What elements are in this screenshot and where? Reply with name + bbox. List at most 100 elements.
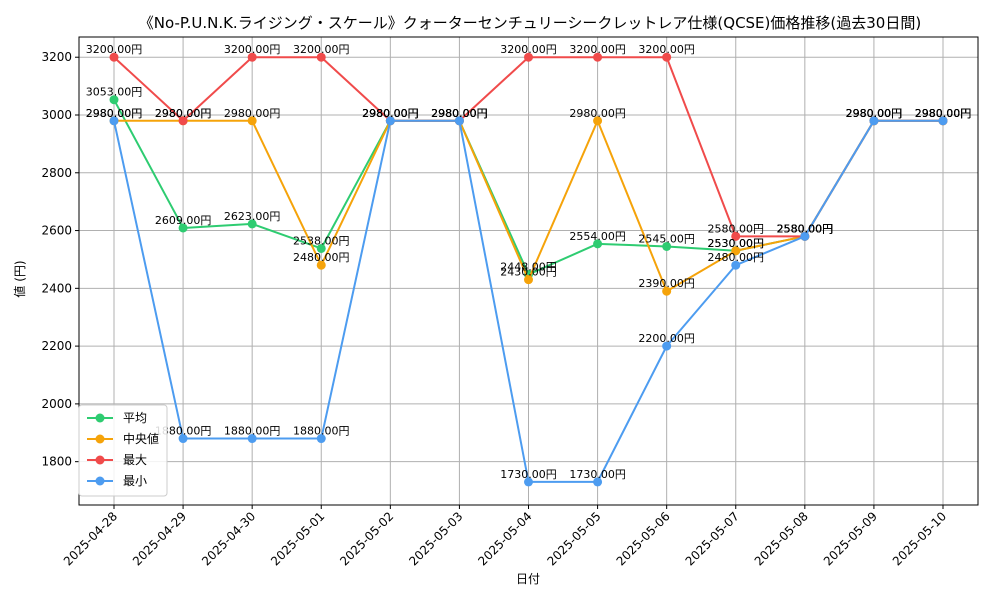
- data-label: 2623.00円: [224, 210, 281, 223]
- data-label: 2980.00円: [915, 107, 972, 120]
- x-tick-label: 2025-05-10: [890, 509, 949, 568]
- data-labels: 3053.00円 2609.00円 2623.00円 2538.00円 2980.00円…: [86, 43, 972, 481]
- x-tick-label: 2025-05-07: [683, 509, 742, 568]
- data-label: 2980.00円: [915, 107, 972, 120]
- data-label: 1730.00円: [500, 468, 557, 481]
- data-point: [593, 477, 603, 487]
- y-tick-label: 2800: [41, 166, 72, 180]
- data-label: 2609.00円: [155, 214, 212, 227]
- data-label: 2430.00円: [500, 266, 557, 279]
- y-tick-label: 2600: [41, 224, 72, 238]
- y-tick-label: 3200: [41, 50, 72, 64]
- data-label: 2554.00円: [569, 230, 626, 243]
- legend-item: 中央値: [87, 431, 159, 446]
- data-point: [178, 116, 188, 126]
- data-label: 2980.00円: [915, 107, 972, 120]
- data-label: 2448.00円: [500, 260, 557, 273]
- data-label: 2980.00円: [846, 107, 903, 120]
- data-label: 2980.00円: [362, 107, 419, 120]
- y-axis-label: 値 (円): [12, 260, 27, 297]
- data-label: 2980.00円: [362, 107, 419, 120]
- data-point: [800, 231, 810, 241]
- data-point: [731, 260, 741, 270]
- legend-label: 最大: [123, 453, 147, 467]
- x-axis-label: 日付: [516, 572, 540, 586]
- data-label: 2980.00円: [86, 107, 143, 120]
- data-point: [316, 52, 326, 62]
- legend-item: 最大: [87, 453, 147, 467]
- data-label: 2538.00円: [293, 234, 350, 247]
- legend-swatch-marker: [95, 434, 105, 444]
- data-label: 2980.00円: [569, 107, 626, 120]
- legend-item: 最小: [87, 474, 147, 488]
- data-point: [178, 434, 188, 444]
- data-label: 3200.00円: [224, 43, 281, 56]
- data-label: 2980.00円: [846, 107, 903, 120]
- data-label: 2390.00円: [638, 277, 695, 290]
- data-label: 2580.00円: [777, 222, 834, 235]
- data-point: [178, 223, 188, 233]
- data-label: 2545.00円: [638, 232, 695, 245]
- data-point: [731, 246, 741, 256]
- data-point: [662, 52, 672, 62]
- data-point: [109, 116, 119, 126]
- x-tick-label: 2025-05-08: [752, 509, 811, 568]
- data-label: 1730.00円: [569, 468, 626, 481]
- data-point: [524, 275, 533, 285]
- data-label: 2980.00円: [155, 107, 212, 120]
- data-point: [938, 116, 948, 126]
- x-tick-label: 2025-05-09: [821, 509, 880, 568]
- data-point: [524, 52, 533, 62]
- x-tick-label: 2025-05-06: [614, 509, 673, 568]
- data-label: 2980.00円: [431, 107, 488, 120]
- data-point: [593, 52, 603, 62]
- y-tick-label: 2000: [41, 397, 72, 411]
- y-tick-label: 2200: [41, 339, 72, 353]
- series-最小: [109, 116, 948, 487]
- data-point: [593, 239, 603, 249]
- data-point: [247, 116, 257, 126]
- data-point: [109, 52, 119, 62]
- legend-label: 平均: [123, 411, 147, 425]
- series-layer: [109, 52, 948, 487]
- x-tick-label: 2025-05-05: [544, 509, 603, 568]
- data-label: 3200.00円: [500, 43, 557, 56]
- data-label: 2980.00円: [846, 107, 903, 120]
- data-label: 2580.00円: [777, 222, 834, 235]
- x-tick-label: 2025-05-02: [337, 509, 396, 568]
- data-point: [593, 116, 603, 126]
- data-point: [316, 434, 326, 444]
- legend-label: 中央値: [123, 431, 159, 446]
- x-tick-label: 2025-05-01: [268, 509, 327, 568]
- data-label: 2980.00円: [915, 107, 972, 120]
- data-point: [731, 231, 741, 241]
- data-label: 2580.00円: [777, 222, 834, 235]
- grid: [79, 37, 978, 505]
- data-point: [869, 116, 879, 126]
- data-label: 2200.00円: [638, 332, 695, 345]
- legend-item: 平均: [87, 411, 147, 425]
- data-label: 3200.00円: [638, 43, 695, 56]
- data-label: 2980.00円: [224, 107, 281, 120]
- legend-label: 最小: [123, 474, 147, 488]
- data-point: [247, 434, 257, 444]
- data-label: 3200.00円: [569, 43, 626, 56]
- data-label: 2980.00円: [431, 107, 488, 120]
- data-label: 2980.00円: [431, 107, 488, 120]
- y-tick-label: 2400: [41, 281, 72, 295]
- data-label: 2980.00円: [362, 107, 419, 120]
- data-label: 1880.00円: [155, 425, 212, 438]
- legend-frame: [78, 404, 168, 497]
- legend-swatch-marker: [95, 455, 105, 465]
- y-tick-label: 3000: [41, 108, 72, 122]
- data-point: [247, 219, 257, 229]
- data-label: 2480.00円: [708, 251, 765, 264]
- data-point: [109, 95, 119, 105]
- data-label: 2530.00円: [708, 237, 765, 250]
- data-point: [316, 243, 326, 253]
- data-label: 2980.00円: [155, 107, 212, 120]
- data-label: 3200.00円: [293, 43, 350, 56]
- data-point: [662, 241, 672, 251]
